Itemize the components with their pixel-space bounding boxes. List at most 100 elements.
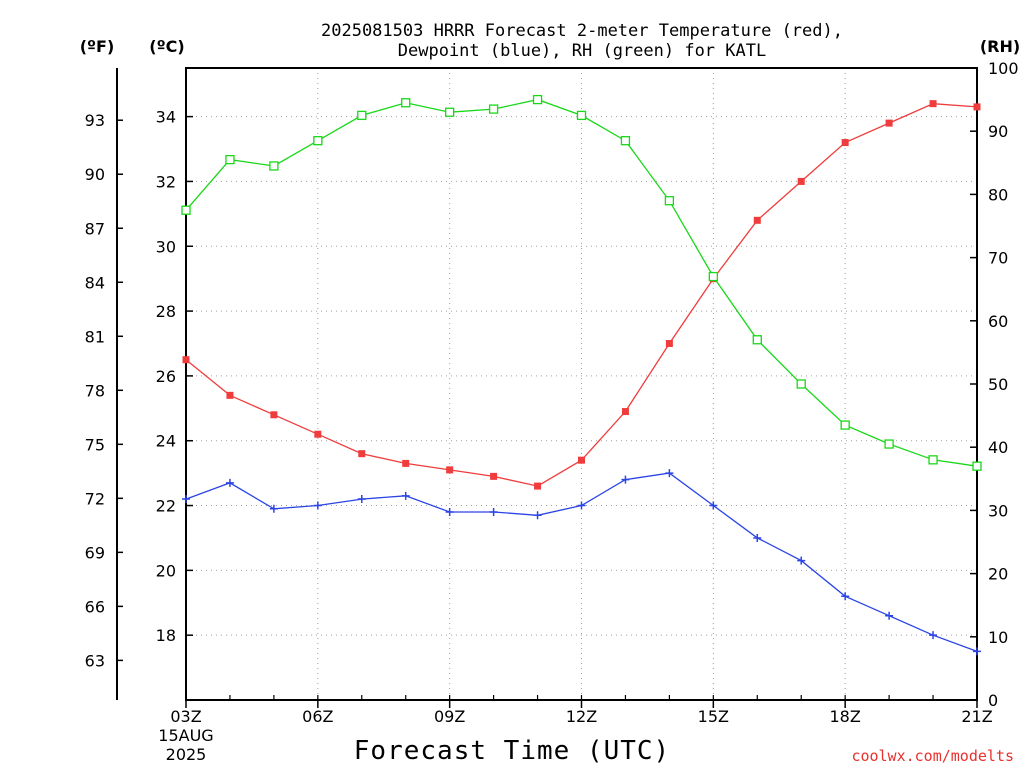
- temperature-point: [534, 482, 542, 490]
- temperature-point: [929, 100, 937, 108]
- rh-point: [708, 271, 718, 282]
- rh-tick-label: 70: [988, 249, 1008, 268]
- temperature-point: [446, 466, 454, 474]
- x-tick-label: 21Z: [961, 707, 992, 726]
- rh-point: [532, 94, 543, 105]
- grid-lines: [186, 68, 977, 700]
- temperature-point: [270, 411, 278, 419]
- rh-tick-label: 80: [988, 185, 1008, 204]
- rh-line: [185, 98, 978, 467]
- fahrenheit-tick-label: 66: [85, 597, 105, 616]
- temperature-point: [885, 119, 893, 127]
- rh-tick-label: 50: [988, 375, 1008, 394]
- temperature-point: [358, 450, 366, 458]
- celsius-tick-label: 30: [156, 237, 176, 256]
- fahrenheit-tick-label: 63: [85, 651, 105, 670]
- rh-point: [796, 379, 806, 389]
- fahrenheit-tick-label: 84: [85, 273, 105, 292]
- celsius-tick-label: 28: [156, 302, 176, 321]
- x-tick-label: 18Z: [830, 707, 861, 726]
- x-tick-label: 09Z: [434, 707, 465, 726]
- fahrenheit-tick-label: 78: [85, 381, 105, 400]
- celsius-unit-label: (ºC): [149, 37, 184, 56]
- dewpoint-point: [797, 556, 806, 565]
- rh-point: [445, 107, 455, 117]
- fahrenheit-tick-label: 90: [85, 165, 105, 184]
- fahrenheit-tick-label: 87: [85, 219, 105, 238]
- dewpoint-point: [709, 501, 718, 510]
- x-axis-label: Forecast Time (UTC): [354, 736, 670, 766]
- dewpoint-point: [929, 631, 938, 640]
- fahrenheit-tick-label: 69: [85, 543, 105, 562]
- chart-title-line-2: Dewpoint (blue), RH (green) for KATL: [398, 41, 766, 61]
- dewpoint-point: [489, 508, 498, 517]
- rh-tick-label: 0: [988, 691, 998, 710]
- celsius-tick-label: 34: [156, 108, 176, 127]
- rh-point: [928, 455, 938, 465]
- temperature-point: [973, 103, 981, 111]
- rh-tick-label: 100: [988, 59, 1019, 78]
- temperature-point: [314, 430, 322, 438]
- dewpoint-point: [357, 495, 366, 504]
- x-tick-label: 15Z: [698, 707, 729, 726]
- temperature-point: [182, 356, 190, 364]
- dewpoint-point: [533, 511, 542, 520]
- rh-unit-label: (RH): [980, 37, 1020, 56]
- rh-tick-label: 90: [988, 122, 1008, 141]
- celsius-tick-label: 24: [156, 432, 176, 451]
- dewpoint-point: [885, 611, 894, 620]
- rh-point: [269, 161, 279, 171]
- celsius-tick-label: 22: [156, 497, 176, 516]
- rh-point: [664, 196, 675, 206]
- rh-point: [884, 439, 894, 449]
- x-tick-label: 12Z: [566, 707, 597, 726]
- chart-title-line-1: 2025081503 HRRR Forecast 2-meter Tempera…: [321, 21, 843, 41]
- axes: 63 66 69 72 75 78 81 84 87 90 93 18 20 22 24 26 28 30 32 34…: [85, 59, 1019, 726]
- celsius-tick-label: 26: [156, 367, 176, 386]
- fahrenheit-tick-label: 75: [85, 435, 105, 454]
- dewpoint-line: [185, 472, 978, 653]
- rh-point: [620, 136, 631, 146]
- data-series: [181, 94, 982, 656]
- rh-point: [401, 98, 411, 108]
- dewpoint-point: [313, 501, 322, 510]
- rh-point: [752, 335, 762, 345]
- dewpoint-point: [225, 478, 234, 487]
- dewpoint-point: [753, 533, 762, 542]
- rh-point: [972, 461, 982, 471]
- celsius-tick-label: 18: [156, 626, 176, 645]
- temperature-point: [841, 139, 849, 147]
- temperature-point: [490, 472, 498, 480]
- date-label-year: 2025: [166, 745, 207, 764]
- temperature-point: [402, 459, 410, 467]
- rh-point: [576, 110, 587, 121]
- rh-point: [313, 136, 323, 146]
- rh-tick-label: 40: [988, 438, 1008, 457]
- temperature-point: [226, 391, 234, 399]
- dewpoint-point: [182, 495, 190, 504]
- rh-point: [840, 420, 850, 430]
- rh-tick-label: 30: [988, 501, 1008, 520]
- dewpoint-point: [621, 475, 630, 484]
- source-credit: coolwx.com/modelts: [851, 747, 1014, 765]
- temperature-point: [753, 216, 761, 224]
- dewpoint-point: [841, 592, 850, 601]
- dewpoint-point: [665, 469, 674, 478]
- temperature-point: [797, 177, 805, 185]
- temperature-point: [665, 339, 673, 347]
- x-tick-label: 06Z: [302, 707, 333, 726]
- dewpoint-point: [445, 508, 454, 517]
- rh-point: [225, 154, 235, 165]
- fahrenheit-tick-label: 81: [85, 327, 105, 346]
- temperature-point: [621, 408, 629, 416]
- rh-tick-label: 10: [988, 628, 1008, 647]
- rh-point: [181, 205, 191, 215]
- dewpoint-point: [577, 501, 586, 510]
- x-tick-label: 03Z: [170, 707, 201, 726]
- rh-tick-label: 20: [988, 565, 1008, 584]
- rh-point: [357, 110, 367, 121]
- date-label-day: 15AUG: [158, 726, 213, 745]
- celsius-tick-label: 32: [156, 172, 176, 191]
